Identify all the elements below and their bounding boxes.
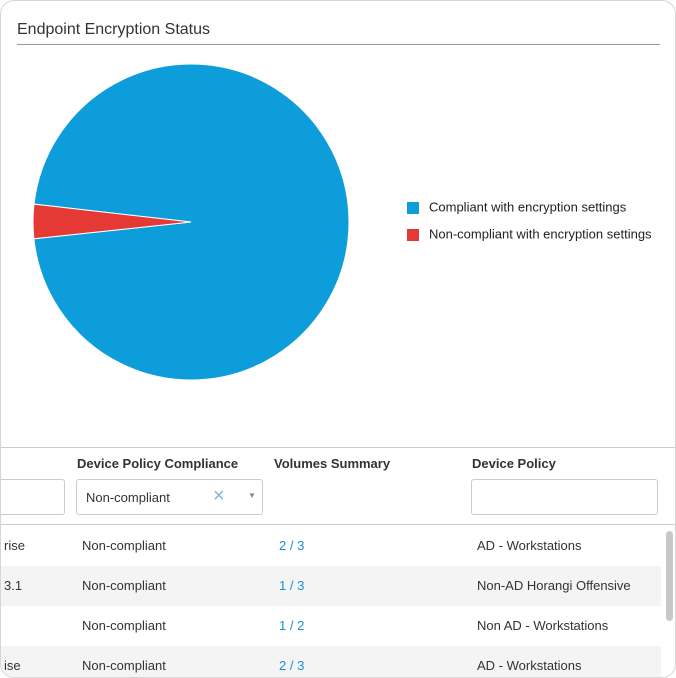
cell: Non-compliant bbox=[82, 538, 166, 553]
title-rule bbox=[17, 44, 660, 45]
cell: 3.1 bbox=[4, 578, 23, 593]
column-header[interactable]: Volumes Summary bbox=[274, 456, 391, 471]
cell: AD - Workstations bbox=[477, 658, 582, 673]
cell: Non-AD Horangi Offensive bbox=[477, 578, 631, 593]
chart: Compliant with encryption settings Non-co… bbox=[32, 63, 652, 381]
table-top-border bbox=[1, 447, 675, 448]
dropdown-arrow[interactable]: ▼ bbox=[248, 491, 256, 500]
cell: Non-compliant bbox=[82, 618, 166, 633]
chart-title: Endpoint Encryption Status bbox=[17, 21, 211, 38]
table-row: ise Non-compliant 2 / 3 AD - Workstations bbox=[1, 646, 661, 677]
filter-value: Non-compliant bbox=[86, 490, 170, 505]
header-border bbox=[1, 524, 675, 525]
filter-select[interactable]: Non-compliant × ▼ bbox=[76, 479, 263, 515]
pie-slice bbox=[33, 63, 350, 381]
table-row: rise Non-compliant 2 / 3 AD - Workstations bbox=[1, 526, 661, 566]
cell: Non AD - Workstations bbox=[477, 618, 609, 633]
legend-swatch bbox=[407, 229, 419, 241]
legend-label: Non-compliant with encryption settings bbox=[429, 226, 652, 241]
cell: Non-compliant bbox=[82, 658, 166, 673]
volumes-link[interactable]: 2 / 3 bbox=[279, 658, 305, 673]
legend-swatch bbox=[407, 202, 419, 214]
volumes-link[interactable]: 1 / 3 bbox=[279, 578, 305, 593]
table-row: 3.1 Non-compliant 1 / 3 Non-AD Horangi Offe… bbox=[1, 566, 661, 606]
pie-slice bbox=[32, 203, 192, 240]
column-header[interactable]: Device Policy bbox=[472, 456, 556, 471]
volumes-link[interactable]: 2 / 3 bbox=[279, 538, 305, 553]
scrollbar[interactable] bbox=[666, 531, 673, 621]
table-row: Non-compliant 1 / 2 Non AD - Workstations bbox=[1, 606, 661, 646]
legend-label: Compliant with encryption settings bbox=[429, 199, 627, 214]
column-header[interactable]: Device Policy Compliance bbox=[77, 456, 239, 471]
filter-input[interactable] bbox=[1, 479, 65, 515]
cell: AD - Workstations bbox=[477, 538, 582, 553]
cell: ise bbox=[4, 658, 21, 673]
cell: rise bbox=[4, 538, 25, 553]
filter-input[interactable] bbox=[471, 479, 658, 515]
cell: Non-compliant bbox=[82, 578, 166, 593]
clear-icon[interactable]: × bbox=[213, 485, 225, 507]
volumes-link[interactable]: 1 / 2 bbox=[279, 618, 305, 633]
